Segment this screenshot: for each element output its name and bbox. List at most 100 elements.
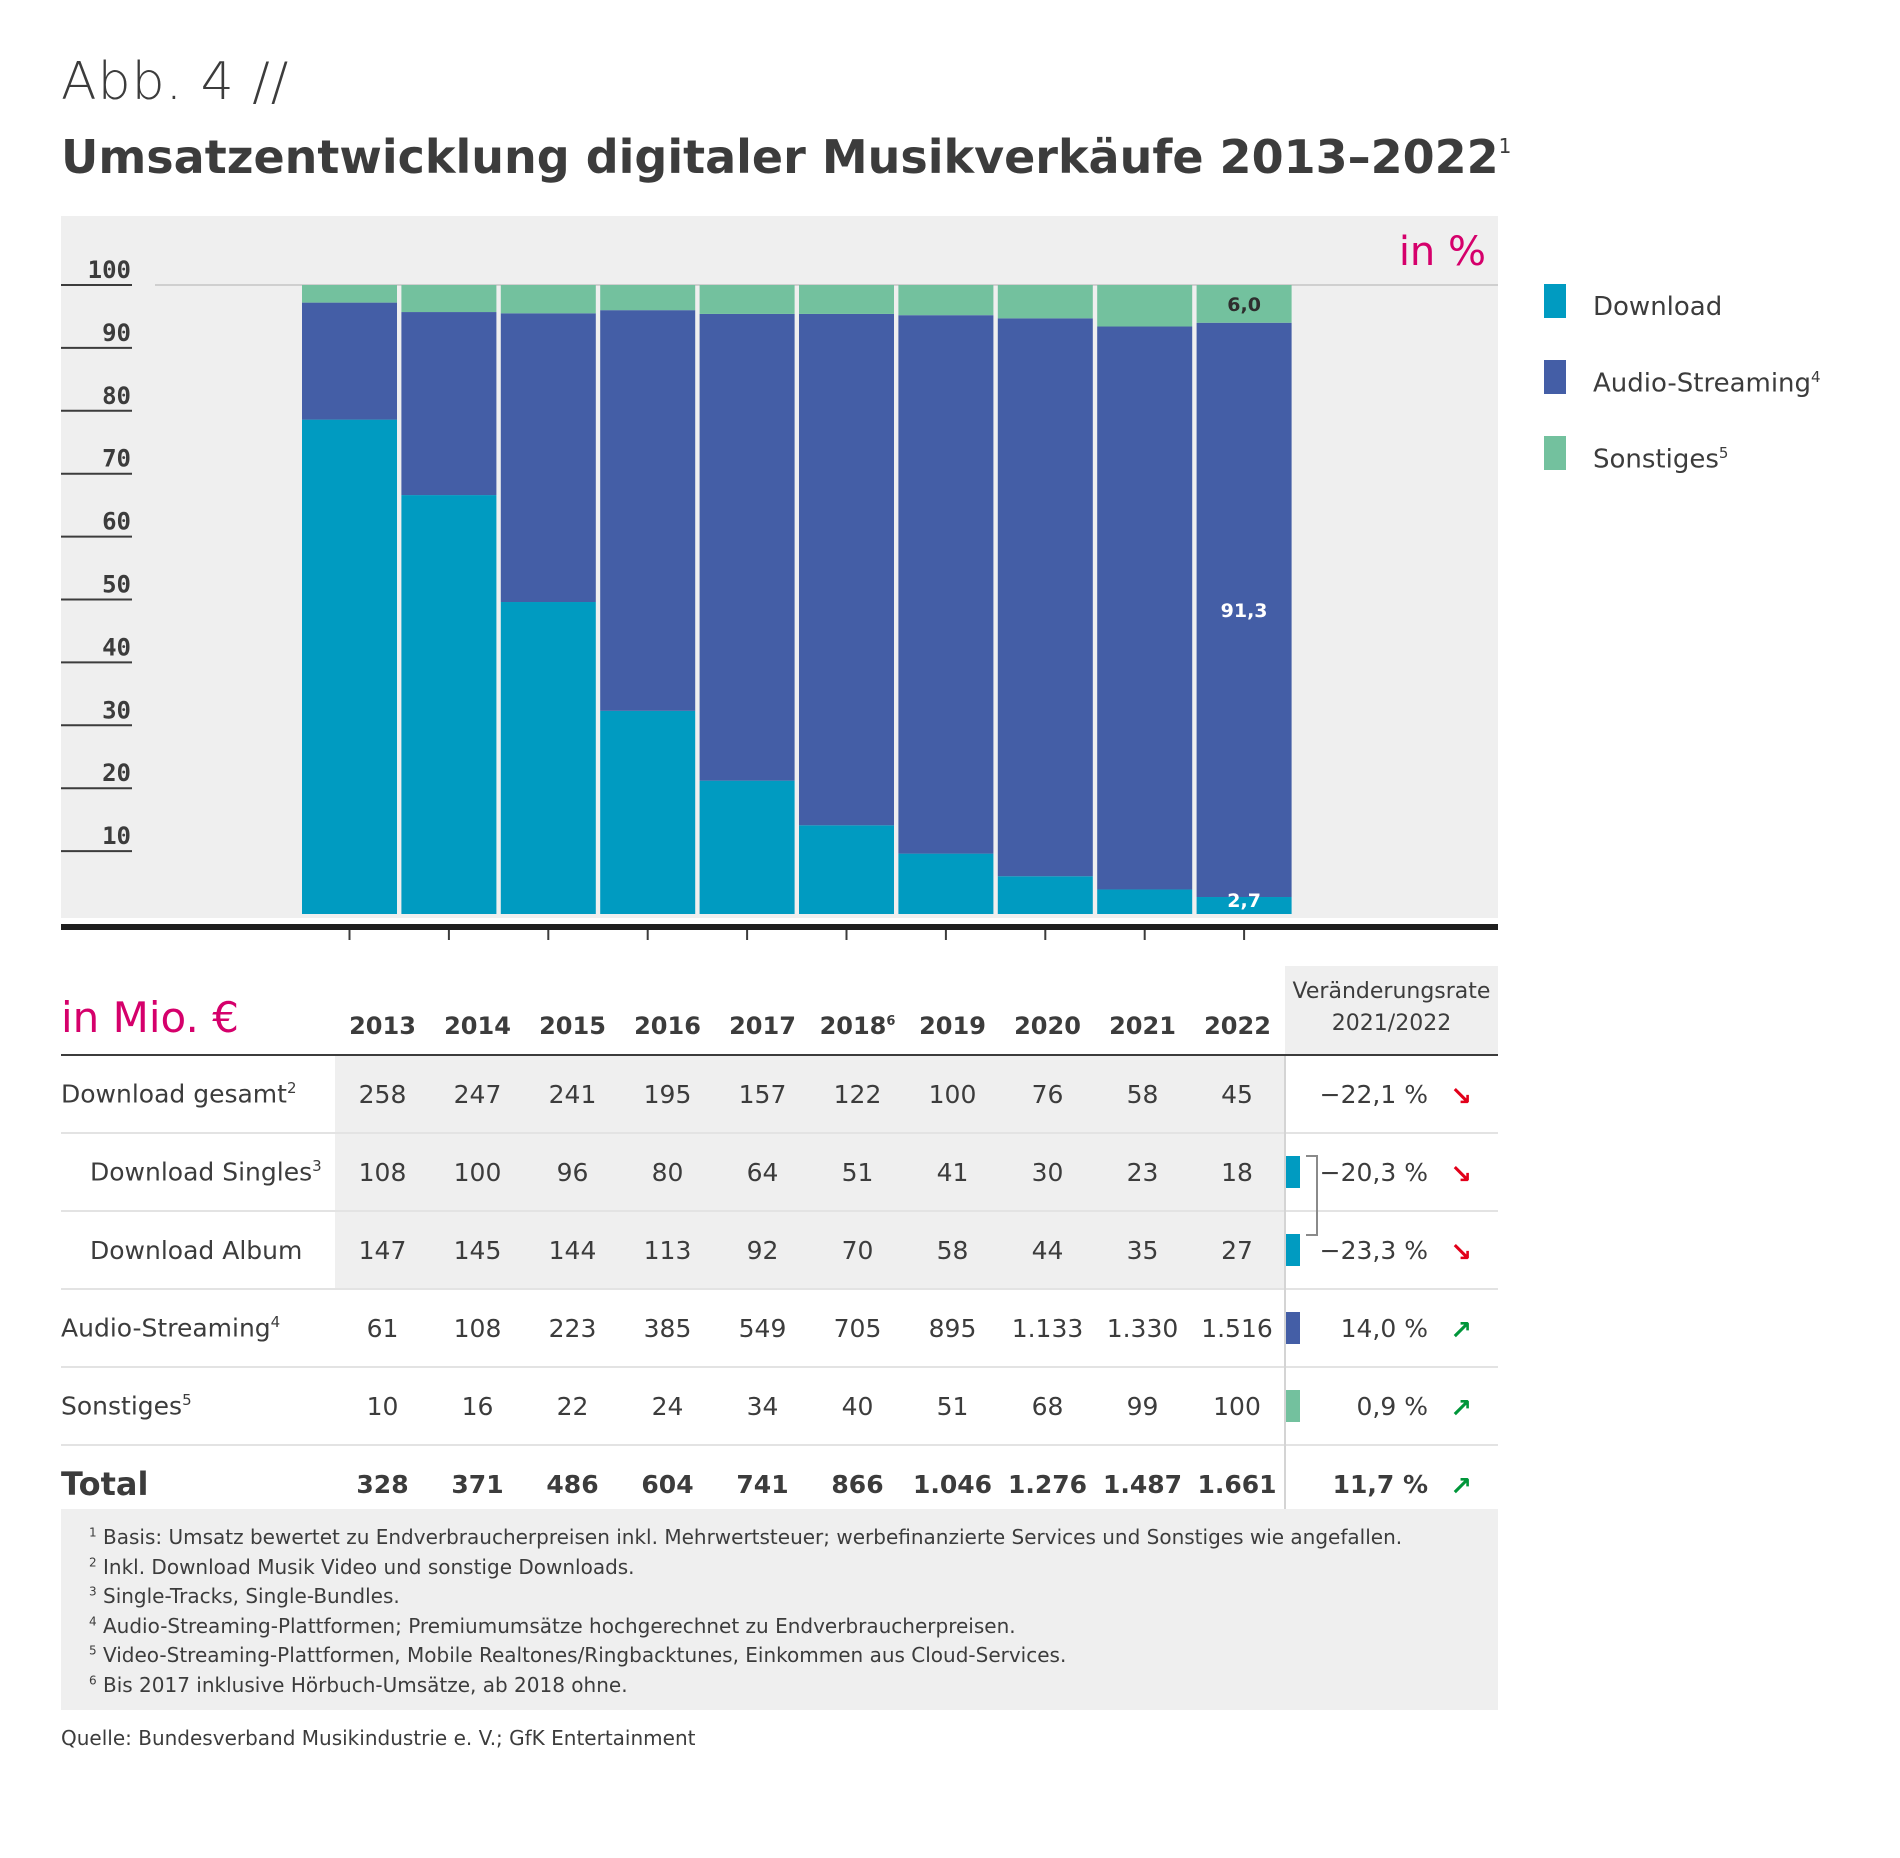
bar-audio-streaming-2018 — [799, 313, 894, 826]
bar-download-2022 — [1196, 897, 1292, 914]
row-label: Download Singles3 — [61, 1132, 335, 1211]
table-cell-2018: 70 — [810, 1210, 905, 1289]
y-tick-label: 100 — [88, 256, 131, 284]
table-cell-2021: 35 — [1095, 1210, 1190, 1289]
bar-audio-streaming-2021 — [1097, 326, 1193, 890]
source-note: Quelle: Bundesverband Musikindustrie e. … — [61, 1726, 696, 1750]
bar-sonstiges-2019 — [898, 285, 994, 316]
bar-sonstiges-2022 — [1196, 285, 1292, 323]
chart-title-text: Umsatzentwicklung digitaler Musikverkäuf… — [61, 130, 1499, 184]
y-tick-label: 90 — [102, 319, 131, 347]
y-tick-label: 70 — [102, 445, 131, 473]
footnote-2: 2 Inkl. Download Musik Video und sonstig… — [89, 1555, 635, 1579]
table-cell-2014: 145 — [430, 1210, 525, 1289]
footnote-ref: 4 — [270, 1313, 281, 1332]
arrow-down-right-icon: ↘ — [1450, 1238, 1472, 1268]
data-label-sonstiges-2022: 6,0 — [1227, 294, 1261, 316]
chart-unit-label: in % — [1399, 229, 1486, 275]
table-cell-2016: 24 — [620, 1366, 715, 1445]
arrow-up-right-icon: ↗ — [1450, 1394, 1472, 1424]
bar-audio-streaming-2016 — [600, 310, 696, 711]
data-labels: 6,0 91,3 2,7 — [1221, 294, 1268, 912]
footnote-text: Single-Tracks, Single-Bundles. — [96, 1584, 400, 1608]
table-body: Download gesamt2 258 247 241 195 157 122 100 76 5… — [61, 1054, 1498, 1524]
footnote-text: Bis 2017 inklusive Hörbuch-Umsätze, ab 2… — [96, 1672, 628, 1697]
footnote-number: 6 — [89, 1672, 97, 1687]
table-cell-2017: 64 — [715, 1132, 810, 1211]
bar-download-2020 — [997, 876, 1093, 914]
table-cell-2020: 68 — [1000, 1366, 1095, 1445]
footnote-ref: 2 — [286, 1079, 297, 1098]
bar-sonstiges-2016 — [600, 285, 696, 311]
legend-label: Sonstiges5 — [1593, 444, 1729, 475]
bar-sonstiges-2017 — [699, 285, 795, 314]
table-cell-2018: 705 — [810, 1288, 905, 1367]
change-rate-header-line: 2021/2022 — [1331, 1011, 1452, 1036]
y-tick-label: 80 — [102, 382, 131, 410]
table-cell-2015: 223 — [525, 1288, 620, 1367]
table-row-download-album: Download Album 147 145 144 113 92 70 58 44 35 27 −2… — [61, 1210, 1498, 1289]
figure-kicker: Abb. 4 // — [61, 52, 290, 112]
bar-download-2019 — [898, 853, 994, 914]
bar-sonstiges-2015 — [500, 285, 596, 314]
table-cell-2016: 113 — [620, 1210, 715, 1289]
column-header-2015: 2015 — [539, 1012, 606, 1040]
table-cell-2014: 16 — [430, 1366, 525, 1445]
table-cell-2022: 100 — [1190, 1366, 1285, 1445]
bar-download-2015 — [500, 602, 596, 914]
table-cell-2019: 51 — [905, 1366, 1000, 1445]
table-cell-2021: 23 — [1095, 1132, 1190, 1211]
column-header-2018: 20186 — [819, 1012, 896, 1040]
table-cell-2017: 34 — [715, 1366, 810, 1445]
bar-audio-streaming-2013 — [302, 302, 397, 420]
series-color-marker — [1286, 1390, 1300, 1422]
table-cell-2015: 241 — [525, 1054, 620, 1133]
bar-download-2013 — [302, 419, 397, 914]
arrow-up-right-icon: ↗ — [1450, 1472, 1472, 1502]
table-cell-2015: 144 — [525, 1210, 620, 1289]
table-cell-2019: 41 — [905, 1132, 1000, 1211]
table-cell-2017: 157 — [715, 1054, 810, 1133]
series-color-marker — [1286, 1156, 1300, 1188]
bar-download-2014 — [401, 495, 497, 914]
bar-download-2018 — [799, 825, 894, 914]
column-header-2013: 2013 — [349, 1012, 416, 1040]
data-label-audio-streaming-2022: 91,3 — [1221, 600, 1268, 622]
footnote-4: 4 Audio-Streaming-Plattformen; Premiumum… — [89, 1614, 1016, 1638]
y-tick-label: 20 — [102, 759, 131, 787]
legend-label: Audio-Streaming4 — [1593, 368, 1821, 399]
change-rate-cell: −20,3 % ↘ — [1284, 1132, 1498, 1211]
table-cell-2013: 10 — [335, 1366, 430, 1445]
change-rate-header: Veränderungsrate 2021/2022 — [1285, 966, 1498, 1055]
table-cell-2019: 895 — [905, 1288, 1000, 1367]
y-tick-label: 10 — [102, 822, 131, 850]
table-cell-2022: 27 — [1190, 1210, 1285, 1289]
table-cell-2021: 99 — [1095, 1366, 1190, 1445]
table-cell-2015: 22 — [525, 1366, 620, 1445]
column-header-2020: 2020 — [1014, 1012, 1081, 1040]
change-rate-cell: −22,1 % ↘ — [1284, 1054, 1498, 1133]
revenue-table: in Mio. € 2013 2014 2015 2016 2017 20186 2019 2… — [61, 966, 1498, 1524]
legend-swatch — [1544, 360, 1566, 394]
change-rate-cell: 0,9 % ↗ — [1284, 1366, 1498, 1445]
table-cell-2019: 100 — [905, 1054, 1000, 1133]
bar-audio-streaming-2014 — [401, 312, 497, 496]
row-label: Sonstiges5 — [61, 1366, 335, 1445]
table-row-download-singles: Download Singles3 108 100 96 80 64 51 41 30 23 18−… — [61, 1132, 1498, 1211]
chart-title: Umsatzentwicklung digitaler Musikverkäuf… — [61, 130, 1511, 184]
arrow-up-right-icon: ↗ — [1450, 1316, 1472, 1346]
footnote-3: 3 Single-Tracks, Single-Bundles. — [89, 1584, 400, 1608]
footnote-ref: 5 — [1718, 444, 1729, 462]
footnote-ref: 3 — [312, 1157, 322, 1176]
table-cell-2013: 61 — [335, 1288, 430, 1367]
series-color-marker — [1286, 1234, 1300, 1266]
table-cell-2014: 100 — [430, 1132, 525, 1211]
bar-sonstiges-2020 — [997, 285, 1093, 319]
y-tick-label: 40 — [102, 633, 131, 661]
table-cell-2020: 1.133 — [1000, 1288, 1095, 1367]
column-header-2016: 2016 — [634, 1012, 701, 1040]
arrow-down-right-icon: ↘ — [1450, 1082, 1472, 1112]
legend-swatch — [1544, 436, 1566, 470]
table-cell-2017: 92 — [715, 1210, 810, 1289]
y-axis: 10 20 30 40 50 60 70 80 90 100 — [61, 256, 1498, 853]
